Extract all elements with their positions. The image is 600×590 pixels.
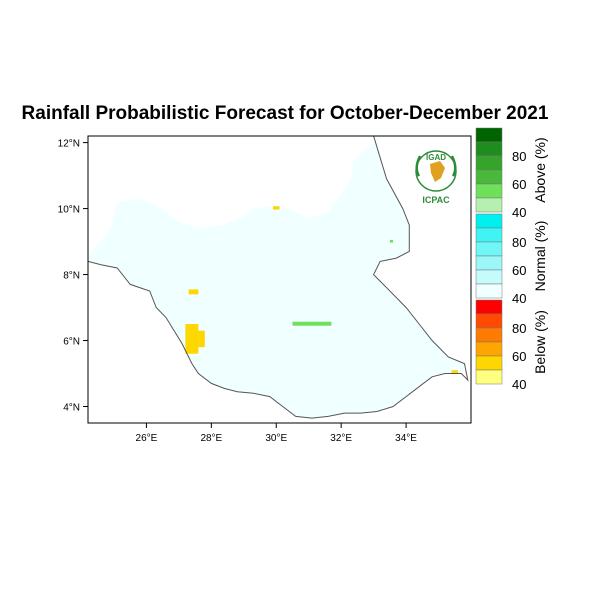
legend-swatch bbox=[475, 299, 503, 315]
country-area bbox=[88, 136, 465, 419]
x-tick-label: 30°E bbox=[265, 433, 287, 444]
legend-swatch bbox=[475, 241, 503, 257]
legend-swatch bbox=[475, 227, 503, 243]
legend-swatch bbox=[475, 197, 503, 213]
legend-label: 40 bbox=[512, 377, 526, 392]
legend-label: 60 bbox=[512, 177, 526, 192]
legend: 80 60 40 Above (%) 80 60 40 Normal (%) 80 60 40 Bel… bbox=[475, 127, 548, 392]
map-frame bbox=[87, 135, 472, 424]
legend-swatch bbox=[475, 255, 503, 271]
country-border bbox=[88, 136, 469, 419]
x-tick-label: 28°E bbox=[200, 433, 222, 444]
legend-group-title: Above (%) bbox=[532, 137, 548, 202]
legend-swatch bbox=[475, 183, 503, 199]
logo-bottom-text: ICPAC bbox=[422, 195, 450, 205]
laurel-icon bbox=[415, 155, 457, 177]
legend-swatch bbox=[475, 169, 503, 185]
legend-swatch bbox=[475, 269, 503, 285]
y-tick-label: 4°N bbox=[63, 403, 80, 414]
legend-swatch bbox=[475, 313, 503, 329]
y-tick-label: 8°N bbox=[63, 271, 80, 282]
y-tick-label: 6°N bbox=[63, 337, 80, 348]
legend-group-title: Normal (%) bbox=[532, 221, 548, 292]
forecast-cell bbox=[451, 370, 459, 374]
legend-label: 60 bbox=[512, 349, 526, 364]
map-title: Rainfall Probabilistic Forecast for Octo… bbox=[21, 103, 549, 124]
igad-icpac-logo: IGAD ICPAC bbox=[415, 150, 457, 205]
legend-swatch bbox=[475, 327, 503, 343]
forecast-cell bbox=[389, 239, 394, 243]
map-axes: 26°E 28°E 30°E 32°E 34°E 4°N 6°N 8°N 10°N 12°N bbox=[58, 139, 418, 444]
legend-swatch bbox=[475, 213, 503, 229]
forecast-cell bbox=[273, 206, 280, 210]
africa-icon bbox=[430, 161, 445, 182]
legend-swatch bbox=[475, 155, 503, 171]
y-tick-label: 10°N bbox=[58, 205, 80, 216]
legend-swatch bbox=[475, 283, 503, 299]
legend-swatch bbox=[475, 369, 503, 385]
map-plot-area bbox=[88, 136, 469, 419]
legend-swatch bbox=[475, 127, 503, 143]
legend-swatch bbox=[475, 355, 503, 371]
legend-swatch bbox=[475, 341, 503, 357]
x-tick-label: 26°E bbox=[136, 433, 158, 444]
legend-label: 80 bbox=[512, 235, 526, 250]
forecast-cell bbox=[185, 324, 199, 354]
logo-top-text: IGAD bbox=[426, 153, 446, 162]
legend-label: 80 bbox=[512, 321, 526, 336]
legend-group-title: Below (%) bbox=[532, 310, 548, 374]
legend-label: 60 bbox=[512, 263, 526, 278]
legend-label: 40 bbox=[512, 205, 526, 220]
x-tick-label: 34°E bbox=[395, 433, 417, 444]
y-tick-label: 12°N bbox=[58, 139, 80, 150]
legend-label: 40 bbox=[512, 291, 526, 306]
forecast-cell bbox=[188, 289, 199, 295]
forecast-cell bbox=[198, 330, 205, 348]
forecast-cell bbox=[292, 321, 332, 326]
legend-swatch bbox=[475, 141, 503, 157]
legend-label: 80 bbox=[512, 149, 526, 164]
x-tick-label: 32°E bbox=[330, 433, 352, 444]
